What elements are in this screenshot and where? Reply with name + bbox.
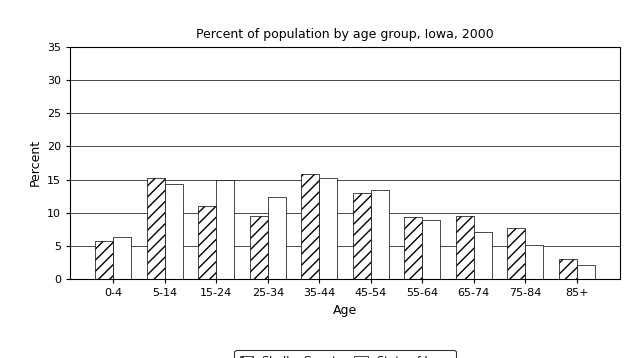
Bar [165, 184, 183, 279]
Bar [320, 178, 337, 279]
Bar [217, 180, 235, 279]
Bar [577, 265, 595, 279]
Bar [198, 206, 217, 279]
Legend: Shelby County, State of Iowa: Shelby County, State of Iowa [235, 350, 456, 358]
Bar [422, 220, 440, 279]
Bar [250, 216, 268, 279]
Bar [95, 241, 113, 279]
Bar [147, 178, 165, 279]
Bar [268, 197, 286, 279]
Title: Percent of population by age group, Iowa, 2000: Percent of population by age group, Iowa… [196, 28, 494, 41]
Bar [371, 190, 389, 279]
Bar [558, 258, 577, 279]
Bar [473, 232, 492, 279]
Bar [507, 228, 525, 279]
Bar [525, 245, 543, 279]
Bar [353, 193, 371, 279]
Y-axis label: Percent: Percent [29, 139, 42, 187]
X-axis label: Age: Age [333, 304, 357, 317]
Bar [301, 174, 320, 279]
Bar [113, 237, 132, 279]
Bar [456, 216, 473, 279]
Bar [404, 217, 422, 279]
